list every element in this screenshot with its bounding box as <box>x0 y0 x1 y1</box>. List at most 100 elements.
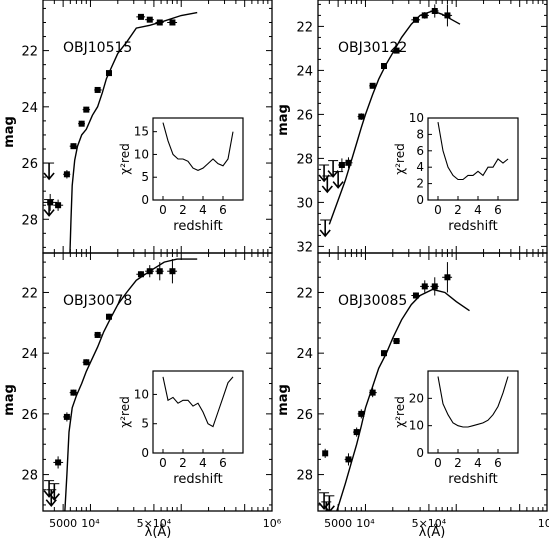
panel-title: OBJ30085 <box>338 293 407 309</box>
y-axis-label-right-top: mag <box>276 104 291 136</box>
photometry-point <box>78 120 85 127</box>
chi2-y-tick-label: 10 <box>409 419 424 433</box>
photometry-point <box>94 331 101 338</box>
chi2-inset-frame <box>152 370 244 454</box>
photometry-point <box>63 413 70 420</box>
model-sed-curve <box>69 11 198 253</box>
upper-limit-arrow <box>45 489 57 508</box>
chi2-y-label: χ²red <box>393 396 407 427</box>
y-tick-label: 22 <box>21 45 38 60</box>
x-tick-label: 5×10⁴ <box>137 517 172 530</box>
chi2-y-tick-label: 20 <box>409 391 424 405</box>
photometry-point <box>94 86 101 93</box>
photometry-point <box>105 313 112 320</box>
panel-title: OBJ30122 <box>338 40 407 56</box>
photometry-point <box>70 143 77 150</box>
chi2-y-tick-label: 10 <box>409 111 424 125</box>
photometry-point <box>338 162 345 168</box>
chi2-x-tick-label: 4 <box>199 203 207 217</box>
chi2-y-label: χ²red <box>393 143 407 174</box>
photometry-point <box>358 410 365 417</box>
y-tick-label: 28 <box>296 152 313 167</box>
y-tick-label: 26 <box>296 408 313 423</box>
plot-area <box>43 258 198 511</box>
x-tick-label: 10⁴ <box>356 517 375 530</box>
chi2-y-tick-label: 5 <box>141 170 149 184</box>
y-tick-label: 24 <box>21 101 38 116</box>
chi2-y-tick-label: 6 <box>416 144 424 158</box>
upper-limit-arrow <box>332 171 344 189</box>
panel-title: OBJ10515 <box>63 40 132 56</box>
chi2-x-tick-label: 6 <box>494 203 502 217</box>
chi2-curve <box>162 376 234 428</box>
y-tick-label: 28 <box>296 469 313 484</box>
chi2-x-tick-label: 6 <box>494 456 502 470</box>
photometry-point <box>421 283 428 290</box>
upper-limit-arrow <box>327 160 339 178</box>
photometry-point <box>137 13 144 20</box>
panel-obj30085: 22242628500010⁴5×10⁴10⁶OBJ30085010200246… <box>296 252 549 530</box>
photometry-point <box>70 389 77 396</box>
chi2-y-tick-label: 2 <box>416 177 424 191</box>
x-tick-label: 10⁶ <box>538 517 549 530</box>
chi2-y-tick-label: 8 <box>416 127 424 141</box>
photometry-point <box>393 338 400 345</box>
photometry-point <box>369 82 376 89</box>
photometry-point <box>431 283 438 290</box>
chi2-y-tick-label: 0 <box>141 193 149 207</box>
chi2-x-tick-label: 2 <box>179 203 187 217</box>
photometry-point <box>156 268 163 275</box>
chi2-inset-frame <box>427 117 519 201</box>
chi2-y-tick-label: 0 <box>141 446 149 460</box>
y-tick-label: 30 <box>296 196 313 211</box>
chi2-x-tick-label: 4 <box>474 203 482 217</box>
chi2-y-label: χ²red <box>118 143 132 174</box>
chi2-x-tick-label: 0 <box>434 203 442 217</box>
chi2-x-tick-label: 2 <box>179 456 187 470</box>
photometry-point <box>105 70 112 77</box>
y-axis-label-right-bottom: mag <box>276 384 291 416</box>
chi2-inset-frame <box>152 117 244 201</box>
photometry-point <box>444 12 451 19</box>
chi2-x-tick-label: 0 <box>434 456 442 470</box>
y-tick-label: 32 <box>296 240 313 255</box>
panel-frame <box>42 252 273 512</box>
photometry-point <box>444 274 451 281</box>
upper-limit-arrow <box>319 220 331 238</box>
photometry-point <box>146 268 153 275</box>
chi2-x-tick-label: 0 <box>159 456 167 470</box>
chi2-curve <box>437 376 509 428</box>
photometry-point <box>156 19 163 26</box>
y-tick-label: 26 <box>296 108 313 123</box>
photometry-point <box>380 350 387 357</box>
chi2-curve <box>162 122 234 172</box>
x-axis-label-right: λ(Å) <box>419 524 446 540</box>
chi2-x-tick-label: 2 <box>454 203 462 217</box>
y-tick-label: 24 <box>296 347 313 362</box>
photometry-point <box>345 159 352 166</box>
photometry-point <box>358 113 365 120</box>
chi2-x-label: redshift <box>448 219 497 234</box>
photometry-point <box>63 171 70 178</box>
x-axis-label-left: λ(Å) <box>145 524 172 540</box>
plot-area <box>318 262 470 511</box>
y-tick-label: 22 <box>296 20 313 35</box>
upper-limit-arrow <box>48 483 60 501</box>
chi2-inset-frame <box>427 370 519 454</box>
chi2-y-tick-label: 10 <box>134 387 149 401</box>
photometry-point <box>47 199 54 206</box>
photometry-point <box>380 63 387 69</box>
chi2-x-tick-label: 0 <box>159 203 167 217</box>
chi2-x-tick-label: 6 <box>219 203 227 217</box>
y-tick-label: 26 <box>21 157 38 172</box>
chi2-x-label: redshift <box>173 472 222 487</box>
photometry-point <box>55 202 62 209</box>
chi2-y-tick-label: 15 <box>134 125 149 139</box>
photometry-point <box>83 359 90 366</box>
photometry-point <box>83 106 90 113</box>
y-axis-label-bottom: mag <box>2 384 17 416</box>
